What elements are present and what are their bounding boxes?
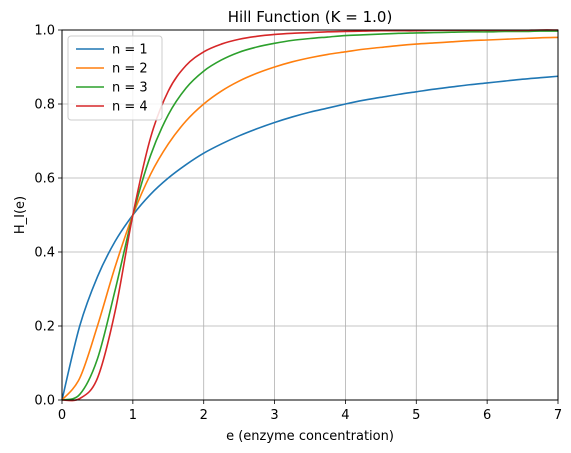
x-tick-label: 6 <box>483 408 491 423</box>
x-tick-label: 4 <box>341 408 349 423</box>
x-tick-label: 5 <box>412 408 420 423</box>
y-tick-label: 0.6 <box>34 172 55 187</box>
series-line-n1 <box>61 75 559 401</box>
y-tick-label: 0.8 <box>34 98 55 113</box>
legend: n = 1 n = 2 n = 3 n = 4 <box>67 35 163 121</box>
x-tick-label: 1 <box>129 408 137 423</box>
legend-label: n = 4 <box>112 100 148 115</box>
chart-title: Hill Function (K = 1.0) <box>228 8 393 26</box>
x-tick-label: 2 <box>200 408 208 423</box>
series-line-n3 <box>61 30 559 401</box>
series-line-n2 <box>61 36 559 401</box>
y-tick-label: 0.2 <box>34 320 55 335</box>
x-tick-label: 7 <box>554 408 562 423</box>
y-tick-label: 0.4 <box>34 246 55 261</box>
x-tick-label: 3 <box>270 408 278 423</box>
legend-label: n = 3 <box>112 81 148 96</box>
legend-label: n = 1 <box>112 43 148 58</box>
axis-ticks: 0 1 2 3 4 5 6 7 0.0 0.2 0.4 0.6 0.8 1.0 <box>34 24 562 424</box>
x-axis-label: e (enzyme concentration) <box>226 429 394 444</box>
y-axis-label: H_I(e) <box>13 196 28 234</box>
y-tick-label: 1.0 <box>34 24 55 39</box>
y-tick-label: 0.0 <box>34 394 55 409</box>
legend-box <box>67 35 163 121</box>
legend-label: n = 2 <box>112 62 148 77</box>
x-tick-label: 0 <box>58 408 66 423</box>
plot-frame <box>61 29 559 401</box>
